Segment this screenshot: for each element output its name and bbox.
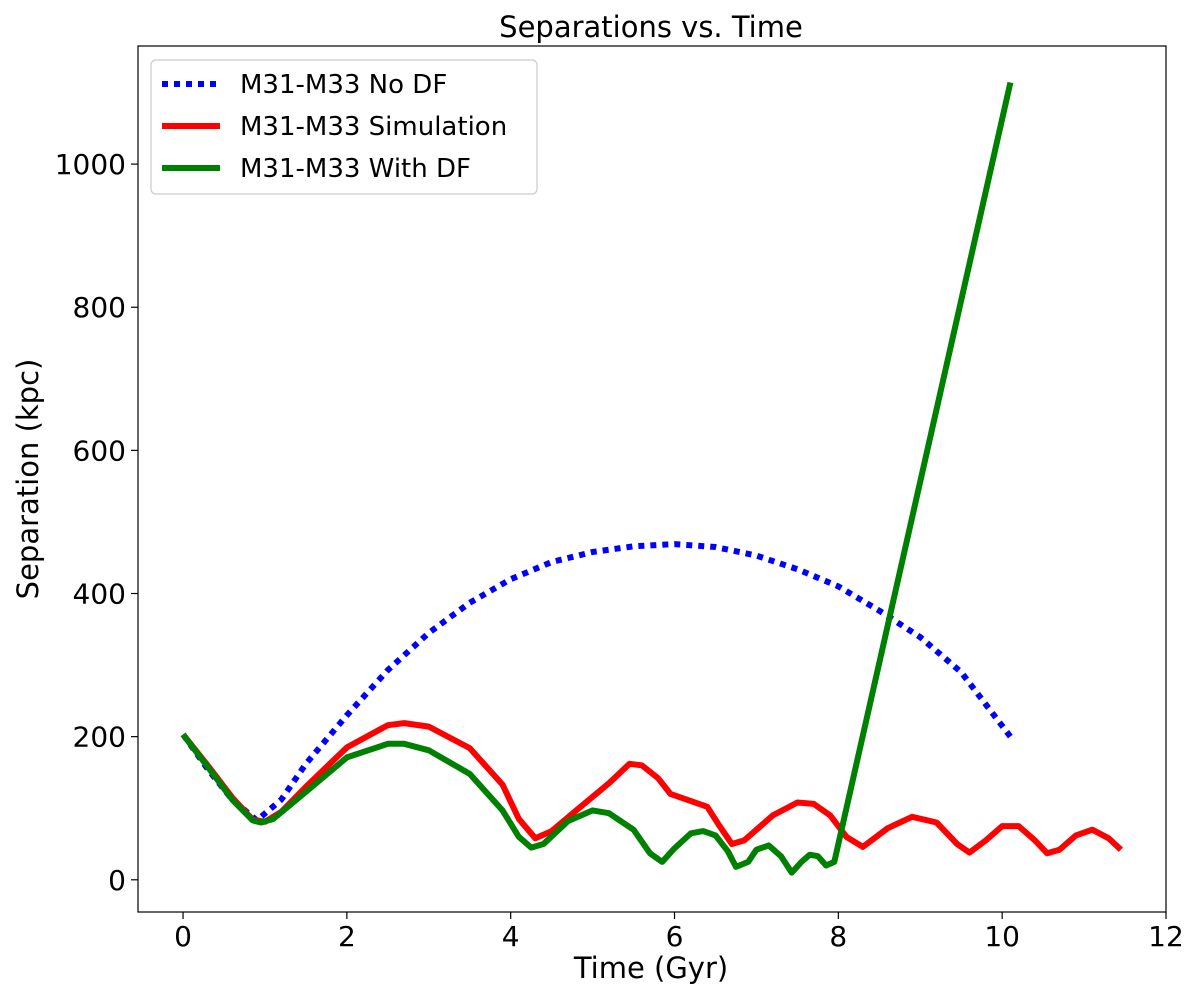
plot-frame xyxy=(137,45,1167,913)
x-axis-label: Time (Gyr) xyxy=(573,951,728,985)
x-tick-label: 6 xyxy=(666,920,684,953)
x-tick-label: 12 xyxy=(1148,920,1184,953)
x-tick-label: 8 xyxy=(829,920,847,953)
x-tick-label: 10 xyxy=(984,920,1020,953)
chart-title: Separations vs. Time xyxy=(499,10,803,44)
legend-label: M31-M33 No DF xyxy=(240,70,447,100)
y-axis-label: Separation (kpc) xyxy=(11,359,45,600)
y-tick-label: 1000 xyxy=(55,148,126,181)
x-tick-label: 2 xyxy=(338,920,356,953)
legend-label: M31-M33 With DF xyxy=(240,154,471,184)
y-tick-label: 800 xyxy=(73,291,126,324)
series-line-m31-m33-simulation xyxy=(180,720,1123,857)
x-tick-label: 0 xyxy=(174,920,192,953)
axis-ticks: 0 2 4 6 8 10 12 0 200 400 600 800 1000 xyxy=(55,148,1184,953)
legend-items: M31-M33 No DF M31-M33 Simulation M31-M33 W… xyxy=(162,70,507,184)
series-line-m31-m33-with-df xyxy=(180,81,1014,876)
legend: M31-M33 No DF M31-M33 Simulation M31-M33 W… xyxy=(150,59,538,195)
y-tick-label: 0 xyxy=(108,864,126,897)
series-line-m31-m33-no-df xyxy=(180,541,1013,824)
series-lines xyxy=(180,81,1123,876)
y-tick-label: 400 xyxy=(73,578,126,611)
x-tick-label: 4 xyxy=(502,920,520,953)
y-tick-label: 600 xyxy=(73,434,126,467)
legend-label: M31-M33 Simulation xyxy=(240,112,507,142)
y-tick-label: 200 xyxy=(73,721,126,754)
legend-box xyxy=(150,59,538,195)
